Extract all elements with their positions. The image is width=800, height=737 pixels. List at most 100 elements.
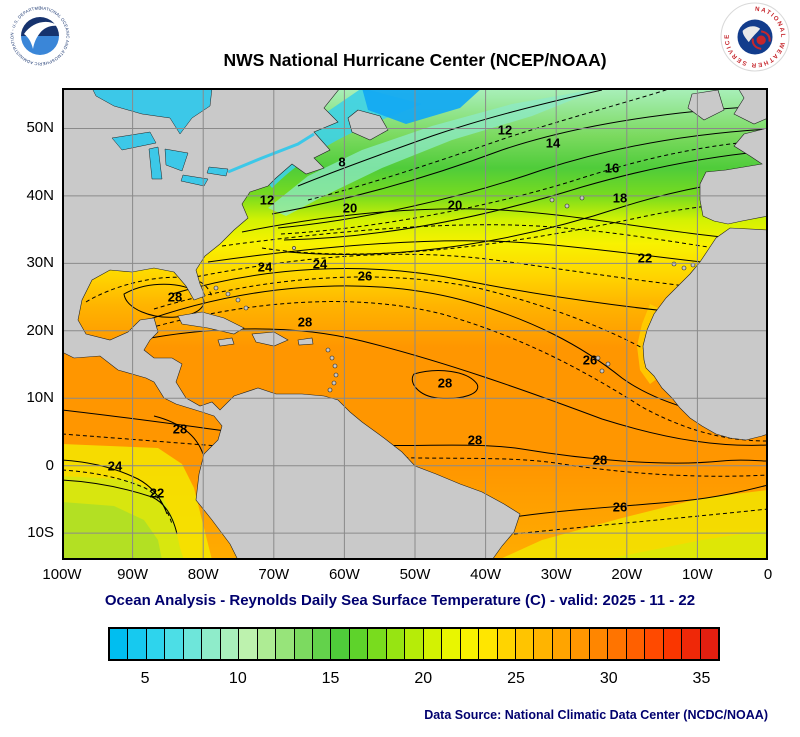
- colorbar-cell: [331, 629, 350, 659]
- x-axis-tick-label: 40W: [470, 566, 502, 583]
- x-axis-tick-label: 30W: [540, 566, 572, 583]
- colorbar-cell: [442, 629, 461, 659]
- sst-map-image: [62, 88, 768, 560]
- page-title: NWS National Hurricane Center (NCEP/NOAA…: [223, 50, 607, 70]
- colorbar-cell: [534, 629, 553, 659]
- colorbar-cell: [257, 629, 277, 659]
- y-axis-tick-label: 10N: [26, 389, 54, 407]
- subtitle: Ocean Analysis - Reynolds Daily Sea Surf…: [104, 592, 696, 609]
- land-puerto-rico: [297, 337, 314, 346]
- colorbar-cell: [128, 629, 147, 659]
- x-axis-tick-label: 10W: [681, 566, 713, 583]
- lake-huron: [164, 148, 189, 172]
- contour-line-12: [271, 105, 768, 215]
- colorbar-cell: [571, 629, 590, 659]
- y-axis-tick-label: 20N: [26, 321, 54, 339]
- lake-ontario: [206, 166, 229, 177]
- colorbar-tick-label: 20: [414, 670, 433, 687]
- contour-line-28-eddy: [411, 370, 479, 399]
- colorbar-cell: [608, 629, 627, 659]
- y-axis-tick-label: 0: [45, 456, 54, 474]
- land-jamaica: [217, 337, 235, 347]
- x-axis-tick-label: 70W: [258, 566, 290, 583]
- colorbar-tick-label: 5: [140, 670, 150, 687]
- noaa-logo: NATIONAL OCEANIC AND ATMOSPHERIC ADMINIS…: [6, 0, 71, 67]
- contour-line-22-pacific: [62, 479, 178, 535]
- colorbar-cell: [165, 629, 184, 659]
- contour-line-16: [283, 150, 768, 241]
- contour-line-14: [277, 128, 768, 229]
- map-border: [62, 88, 768, 560]
- contour-line-28-south: [62, 409, 768, 464]
- land-masses: [62, 88, 768, 560]
- colorbar-cell: [479, 629, 498, 659]
- colorbar-cell: [645, 629, 664, 659]
- x-axis-tick-label: 0: [763, 566, 773, 583]
- colorbar-cell: [589, 629, 609, 659]
- grid-lines: [62, 88, 768, 560]
- st-lawrence-river: [227, 132, 315, 174]
- land-hispaniola: [251, 331, 289, 347]
- colorbar-tick-label: 15: [321, 670, 340, 687]
- colorbar-cell: [405, 629, 424, 659]
- colorbar-tick-label: 30: [599, 670, 618, 687]
- colorbar-cell: [110, 629, 129, 659]
- nws-hurricane-arm-1: [760, 30, 771, 42]
- colorbar-tick-label: 35: [692, 670, 711, 687]
- colorbar-cell: [349, 629, 369, 659]
- colorbar-tick-label: 25: [507, 670, 525, 687]
- land-americas: [62, 88, 521, 560]
- colorbar-cell: [294, 629, 313, 659]
- y-axis-tick-label: 50N: [26, 119, 54, 137]
- colorbar-tick-labels: 5 10 15 20 25 30 35: [108, 670, 720, 692]
- colorbar-cell: [146, 629, 166, 659]
- colorbar-cell: [460, 629, 480, 659]
- nws-logo-link[interactable]: NATIONAL WEATHER SERVICE: [720, 2, 790, 72]
- colorbar-cell: [497, 629, 516, 659]
- land-britain: [733, 88, 768, 125]
- y-axis-tick-label: 40N: [26, 186, 54, 204]
- inland-waters: [91, 88, 315, 187]
- colorbar-cell: [202, 629, 221, 659]
- contour-line-8: [297, 89, 603, 187]
- colorbar-cell: [552, 629, 572, 659]
- colorbar-cell: [515, 629, 535, 659]
- colorbar-cell: [423, 629, 443, 659]
- colorbar-tick-label: 10: [228, 670, 247, 687]
- contour-line-22: [207, 240, 768, 270]
- noaa-gull-icon: [24, 21, 58, 49]
- contour-lines: [62, 88, 768, 535]
- sst-map[interactable]: 8 12 12 14 16 18 20 20 22 22 24 24 24 26 26 26 28 28 28 28 2…: [62, 88, 768, 560]
- land-africa: [642, 227, 768, 441]
- y-axis-tick-label: 10S: [27, 524, 54, 542]
- noaa-logo-link[interactable]: NATIONAL OCEANIC AND ATMOSPHERIC ADMINIS…: [6, 0, 72, 68]
- nws-landmass: [742, 26, 761, 43]
- x-axis-tick-label: 60W: [328, 566, 360, 583]
- x-axis-tick-label: 90W: [117, 566, 149, 583]
- colorbar-cell: [368, 629, 387, 659]
- land-small-islands: [213, 195, 696, 393]
- y-axis-tick-label: 30N: [26, 254, 54, 272]
- contour-line-26-south: [493, 484, 768, 521]
- contour-line-28-gulf: [123, 283, 205, 318]
- nws-hurricane-icon: [756, 35, 766, 45]
- colorbar-cell: [700, 629, 718, 659]
- x-axis-tick-label: 20W: [611, 566, 643, 583]
- x-axis-tick-label: 50W: [399, 566, 431, 583]
- x-axis-tick-label: 80W: [187, 566, 219, 583]
- x-axis-tick-label: 100W: [42, 566, 82, 583]
- colorbar-cell: [682, 629, 701, 659]
- colorbar-cell: [276, 629, 295, 659]
- data-source: Data Source: National Climatic Data Cent…: [424, 708, 768, 722]
- contour-line-20: [241, 208, 768, 242]
- colorbar-cell: [626, 629, 646, 659]
- land-newfoundland: [347, 109, 389, 141]
- colorbar: [108, 627, 720, 661]
- colorbar-cell: [386, 629, 406, 659]
- nws-hurricane-arm-2: [751, 38, 762, 50]
- colorbar-cell: [239, 629, 258, 659]
- colorbar-cell: [183, 629, 203, 659]
- colorbar-cell: [220, 629, 240, 659]
- hudson-bay: [91, 88, 213, 135]
